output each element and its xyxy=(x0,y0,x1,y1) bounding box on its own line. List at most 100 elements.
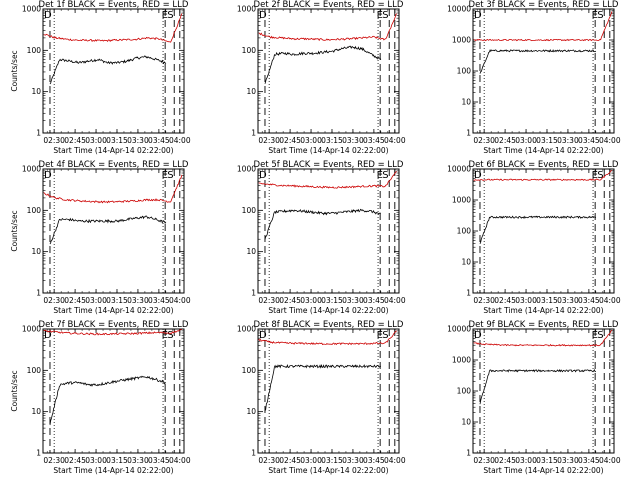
y-tick-label: 1000 xyxy=(22,325,41,334)
marker-letter: E xyxy=(162,170,168,181)
x-axis-label: Start Time (14-Apr-14 02:22:00) xyxy=(483,146,603,155)
x-tick-label: 03:15 xyxy=(106,296,128,305)
marker-letter: D xyxy=(44,330,52,341)
chart-title: Det 3f BLACK = Events, RED = LLD xyxy=(469,0,619,10)
chart-panel-2: Det 2f BLACK = Events, RED = LLD 1 10 100 10… xyxy=(237,0,406,155)
events-series-line xyxy=(479,48,597,74)
chart-title: Det 4f BLACK = Events, RED = LLD xyxy=(39,160,189,170)
y-tick-label: 10 xyxy=(246,87,256,96)
chart-panel-7: Det 7f BLACK = Events, RED = LLD 1 10 100 10… xyxy=(10,320,191,475)
x-tick-label: 03:30 xyxy=(127,296,149,305)
x-tick-label: 03:15 xyxy=(321,136,343,145)
y-tick-label: 10 xyxy=(31,247,41,256)
marker-letter: D xyxy=(474,10,482,21)
x-tick-label: 02:30 xyxy=(258,136,280,145)
x-tick-label: 02:30 xyxy=(473,456,495,465)
chart-title: Det 6f BLACK = Events, RED = LLD xyxy=(469,160,619,170)
y-tick-label: 100 xyxy=(457,227,472,236)
chart-panel-1: Det 1f BLACK = Events, RED = LLD 1 10 100 10… xyxy=(10,0,191,155)
y-tick-label: 100 xyxy=(242,366,257,375)
x-tick-label: 03:30 xyxy=(127,456,149,465)
y-tick-label: 1 xyxy=(36,449,41,458)
x-tick-label: 03:45 xyxy=(578,296,600,305)
lld-series-line xyxy=(258,13,398,42)
x-tick-label: 02:45 xyxy=(279,456,301,465)
y-tick-label: 100 xyxy=(27,206,42,215)
x-tick-label: 03:00 xyxy=(515,136,537,145)
lld-series-line xyxy=(258,171,397,189)
x-tick-label: 03:00 xyxy=(85,296,107,305)
marker-letter: D xyxy=(474,170,482,181)
y-tick-label: 100 xyxy=(242,46,257,55)
y-tick-label: 10 xyxy=(461,258,471,267)
x-tick-label: 02:30 xyxy=(43,296,65,305)
chart-panel-5: Det 5f BLACK = Events, RED = LLD 1 10 100 10… xyxy=(237,160,406,315)
x-tick-label: 04:00 xyxy=(169,456,191,465)
marker-letter: E xyxy=(162,10,168,21)
x-tick-label: 04:00 xyxy=(169,136,191,145)
x-tick-label: 03:30 xyxy=(557,296,579,305)
x-tick-label: 03:00 xyxy=(300,136,322,145)
marker-letter: S xyxy=(597,10,603,21)
x-axis-label: Start Time (14-Apr-14 02:22:00) xyxy=(483,306,603,315)
x-tick-label: 03:30 xyxy=(342,456,364,465)
marker-letter: S xyxy=(382,170,388,181)
marker-letter: D xyxy=(259,330,267,341)
x-tick-label: 03:30 xyxy=(127,136,149,145)
x-axis-label: Start Time (14-Apr-14 02:22:00) xyxy=(53,466,173,475)
x-tick-label: 02:45 xyxy=(494,296,516,305)
plot-frame xyxy=(257,328,400,454)
lld-series-line xyxy=(473,169,613,181)
x-tick-label: 03:45 xyxy=(363,456,385,465)
y-tick-label: 100 xyxy=(457,387,472,396)
y-tick-label: 1 xyxy=(251,449,256,458)
marker-letter: S xyxy=(597,170,603,181)
x-tick-label: 03:15 xyxy=(321,456,343,465)
x-tick-label: 03:30 xyxy=(342,296,364,305)
y-tick-label: 1 xyxy=(466,449,471,458)
x-tick-label: 03:00 xyxy=(515,456,537,465)
x-tick-label: 03:45 xyxy=(363,296,385,305)
x-tick-label: 04:00 xyxy=(384,136,406,145)
y-tick-label: 1000 xyxy=(452,36,471,45)
events-series-line xyxy=(479,215,597,244)
x-tick-label: 03:15 xyxy=(321,296,343,305)
marker-letter: S xyxy=(167,330,173,341)
x-tick-label: 02:30 xyxy=(473,296,495,305)
y-tick-label: 10 xyxy=(461,98,471,107)
chart-panel-4: Det 4f BLACK = Events, RED = LLD 1 10 100 10… xyxy=(10,160,191,315)
x-tick-label: 04:00 xyxy=(599,136,621,145)
y-tick-label: 1000 xyxy=(452,196,471,205)
y-tick-label: 1000 xyxy=(452,356,471,365)
marker-letter: E xyxy=(162,330,168,341)
x-tick-label: 04:00 xyxy=(384,296,406,305)
y-tick-label: 1 xyxy=(466,129,471,138)
x-tick-label: 02:45 xyxy=(64,456,86,465)
marker-letter: S xyxy=(382,330,388,341)
marker-letter: S xyxy=(382,10,388,21)
marker-letter: D xyxy=(44,10,52,21)
x-tick-label: 03:45 xyxy=(148,136,170,145)
y-tick-label: 10 xyxy=(246,247,256,256)
chart-title: Det 9f BLACK = Events, RED = LLD xyxy=(469,320,619,330)
x-tick-label: 03:30 xyxy=(342,136,364,145)
x-tick-label: 03:45 xyxy=(148,296,170,305)
x-tick-label: 02:45 xyxy=(64,296,86,305)
x-tick-label: 04:00 xyxy=(599,296,621,305)
events-series-line xyxy=(49,215,167,245)
x-tick-label: 04:00 xyxy=(384,456,406,465)
y-tick-label: 100 xyxy=(242,206,257,215)
x-tick-label: 03:15 xyxy=(536,296,558,305)
x-axis-label: Start Time (14-Apr-14 02:22:00) xyxy=(53,306,173,315)
chart-panel-6: Det 6f BLACK = Events, RED = LLD 1 10 100 10… xyxy=(447,160,621,315)
chart-title: Det 5f BLACK = Events, RED = LLD xyxy=(254,160,404,170)
x-tick-label: 02:45 xyxy=(494,456,516,465)
y-tick-label: 1000 xyxy=(237,165,256,174)
chart-title: Det 2f BLACK = Events, RED = LLD xyxy=(254,0,404,10)
x-tick-label: 03:30 xyxy=(557,456,579,465)
x-tick-label: 03:00 xyxy=(85,136,107,145)
y-tick-label: 100 xyxy=(27,46,42,55)
y-tick-label: 1000 xyxy=(237,325,256,334)
x-tick-label: 02:30 xyxy=(473,136,495,145)
